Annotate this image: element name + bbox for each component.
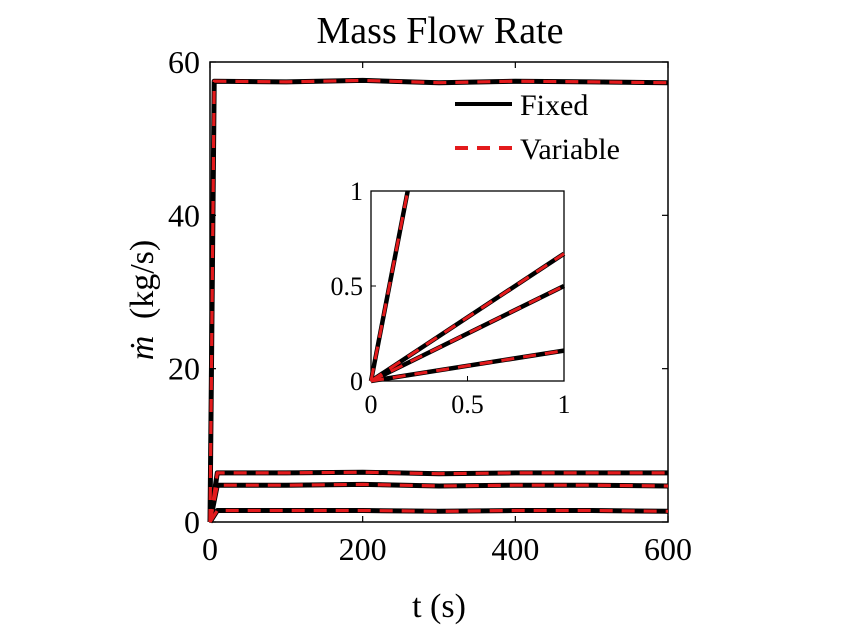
- legend-label-fixed: Fixed: [520, 89, 588, 122]
- inset-series-line-variable-4: [370, 349, 565, 383]
- y-tick-label: 60: [168, 44, 200, 80]
- inset-series-group: [368, 190, 566, 384]
- legend-label-variable: Variable: [520, 133, 620, 166]
- inset-x-tick-label: 0.5: [451, 390, 484, 419]
- inset-series-line-variable-2: [370, 252, 565, 383]
- series-line-variable-3: [208, 482, 669, 523]
- inset-x-tick-label: 0: [365, 390, 378, 419]
- legend: Fixed Variable: [455, 89, 620, 166]
- main-series-group: [207, 77, 669, 524]
- inset-series-line-variable-1: [369, 190, 410, 382]
- inset-y-tick-label: 0: [350, 367, 363, 396]
- x-tick-label: 400: [491, 531, 539, 567]
- series-line-variable-1: [208, 78, 669, 523]
- inset-y-tick-label: 0.5: [331, 272, 364, 301]
- inset-series-line-variable-3: [370, 284, 565, 383]
- series-line-fixed-2: [207, 469, 668, 523]
- x-tick-label: 200: [339, 531, 387, 567]
- y-axis-label: ṁ (kg/s): [124, 240, 161, 360]
- inset-x-tick-label: 1: [558, 390, 571, 419]
- x-tick-label: 600: [644, 531, 692, 567]
- y-axis-label-unit: (kg/s): [124, 240, 161, 319]
- main-axis-ticks: 0 200 400 600 0 20 40 60: [168, 44, 692, 567]
- y-tick-label: 40: [168, 197, 200, 233]
- x-axis-label: t (s): [412, 588, 466, 625]
- inset-y-tick-label: 1: [350, 177, 363, 206]
- y-tick-label: 0: [184, 504, 200, 540]
- y-axis-label-symbol: ṁ: [124, 336, 161, 361]
- inset-chart: 0 0.5 1 0 0.5 1: [331, 177, 571, 419]
- inset-axis-ticks: 0 0.5 1 0 0.5 1: [331, 177, 571, 419]
- svg-text:ṁ (kg/s): ṁ (kg/s): [124, 240, 161, 360]
- series-line-variable-4: [208, 508, 669, 523]
- chart-title: Mass Flow Rate: [317, 10, 564, 52]
- x-tick-label: 0: [202, 531, 218, 567]
- y-tick-label: 20: [168, 351, 200, 387]
